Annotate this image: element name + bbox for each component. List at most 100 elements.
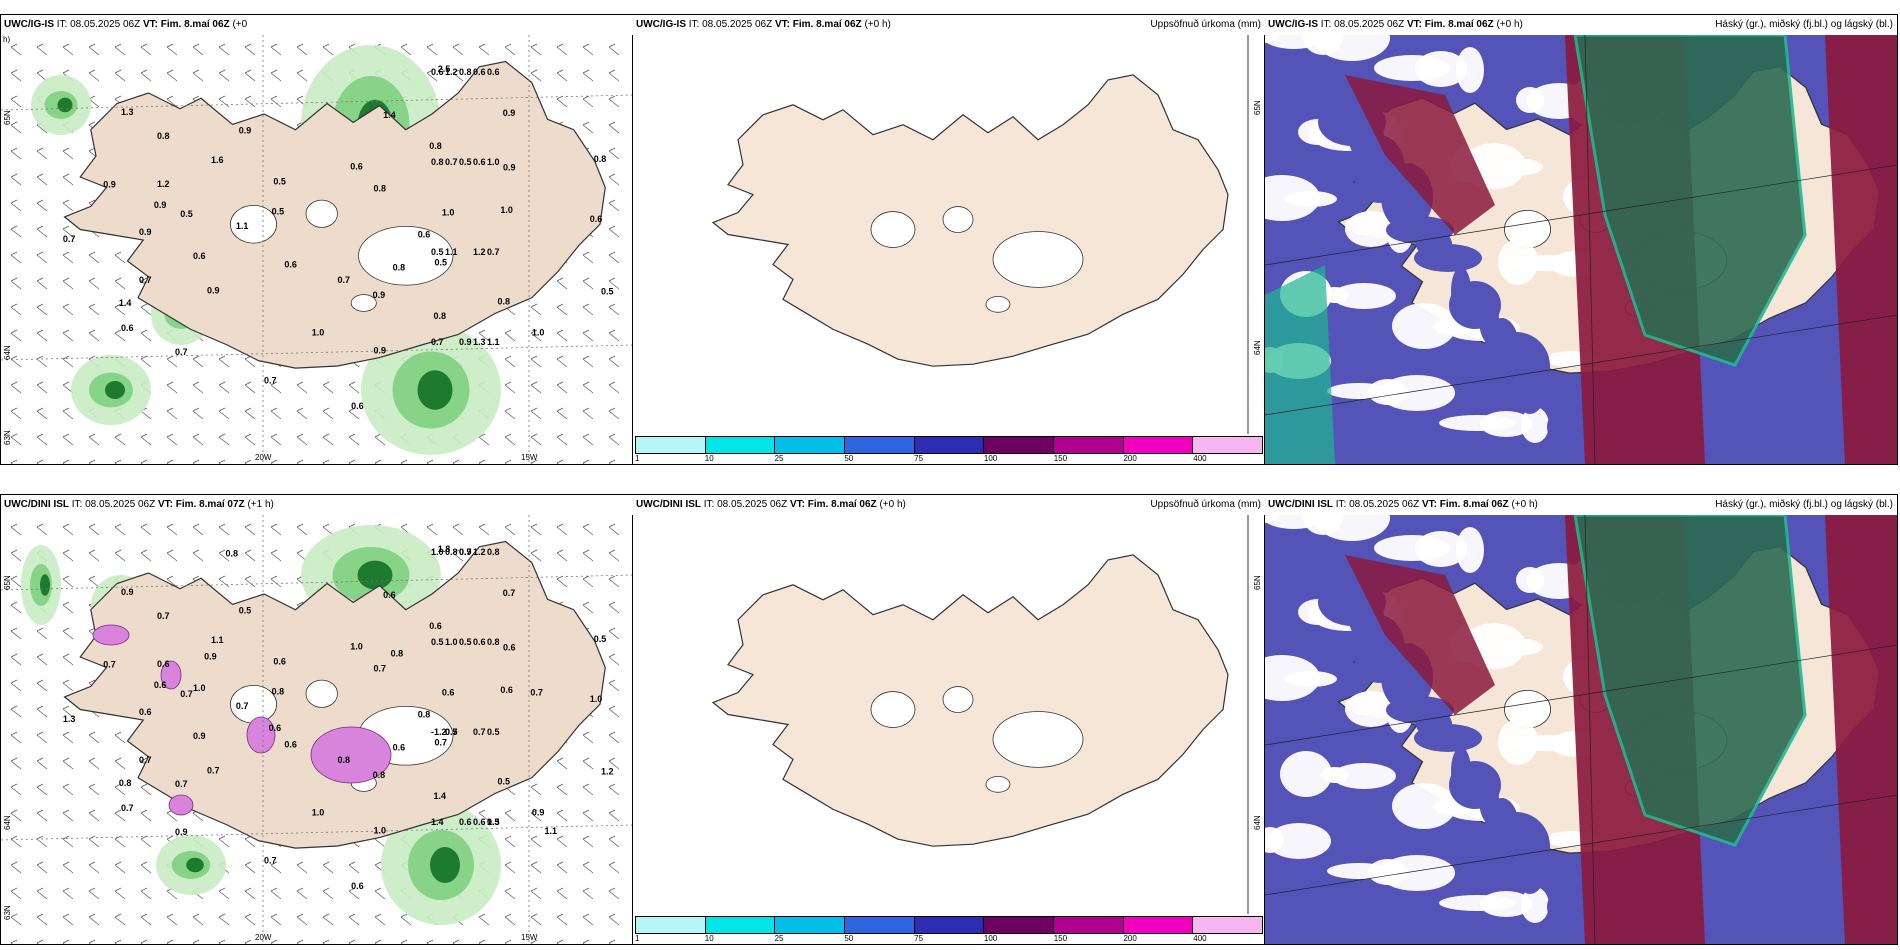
wind-barb (36, 523, 48, 536)
precip-value-label: 0.5 (434, 258, 447, 268)
wind-barb (608, 69, 620, 82)
valid-time: Fim. 8.maí 07Z (175, 499, 245, 510)
panel-field-title: Uppsöfnuð úrkoma (mm) (1150, 499, 1261, 510)
valid-time-label: VT: (1406, 19, 1422, 30)
panel-precip-wind-dini: UWC/DINI ISL IT: 08.05.2025 06Z VT: Fim.… (0, 494, 634, 945)
precip-value-label: 0.6 (351, 401, 364, 411)
colorbar-tick: 400 (1193, 454, 1207, 463)
wind-barb (62, 835, 74, 848)
wind-barb (62, 355, 74, 368)
colorbar-tick: 25 (774, 934, 784, 943)
precip-value-label: 0.6 (139, 707, 152, 717)
wind-barb (322, 381, 334, 394)
wind-barb (582, 251, 594, 264)
wind-barb (582, 783, 594, 796)
wind-barb (140, 303, 152, 316)
wind-barb (530, 861, 542, 874)
wind-barb (62, 303, 74, 316)
wind-barb (270, 95, 282, 108)
wind-barb (504, 407, 516, 420)
accum-precip-map (633, 35, 1265, 434)
model-name: UWC/DINI ISL (636, 499, 701, 510)
wind-barb (296, 861, 308, 874)
wind-barb (530, 43, 542, 56)
wind-barb (374, 459, 382, 464)
wind-barb (62, 251, 74, 264)
wind-barb (270, 549, 282, 562)
glacier (870, 211, 916, 248)
wind-barb (218, 459, 226, 464)
wind-barb (608, 199, 620, 212)
precip-value-label: 0.6 (284, 259, 297, 269)
wind-barb (10, 407, 22, 420)
wind-barb (62, 199, 74, 212)
wind-barb (114, 861, 126, 874)
wind-barb (218, 355, 230, 368)
wind-barb (166, 913, 178, 926)
colorbar-segment (1123, 917, 1194, 933)
colorbar-tick: 200 (1123, 934, 1137, 943)
wind-barb (504, 913, 516, 926)
precip-value-label: 0.7 (121, 803, 134, 813)
precip-value-label: 0.5 (445, 727, 458, 737)
precip-value-label: 0.8 (391, 649, 404, 659)
wind-barb (556, 783, 568, 796)
wind-barb (270, 939, 278, 944)
wind-barb (270, 381, 282, 394)
wind-barb (88, 43, 100, 56)
precip-value-label: 1.0 (312, 327, 325, 337)
wind-barb (192, 43, 204, 56)
wind-barb (530, 939, 538, 944)
precip-value-label: 0.7 (374, 664, 387, 674)
wind-barb (10, 705, 22, 718)
panel-accum-precip-ig-is: UWC/IG-IS IT: 08.05.2025 06Z VT: Fim. 8.… (632, 14, 1266, 465)
panel-field-title: Háský (gr.), miðský (fj.bl.) og lágský (… (1715, 19, 1893, 30)
wind-barb (88, 861, 100, 874)
wind-barb (36, 757, 48, 770)
precip-value-label: 0.7 (175, 779, 188, 789)
glacier (350, 294, 377, 312)
precip-value-label: 0.7 (337, 275, 350, 285)
wind-barb (556, 757, 568, 770)
wind-barb (244, 887, 256, 900)
glacier (985, 295, 1011, 313)
wind-barb (582, 433, 594, 446)
wind-barb (348, 433, 360, 446)
wind-barb (166, 355, 178, 368)
low-cloud-area (1547, 413, 1567, 441)
wind-barb (10, 601, 22, 614)
colorbar-segment (914, 437, 985, 453)
wind-barb (62, 653, 74, 666)
precip-value-label: 0.6 (273, 656, 286, 666)
wind-barb (10, 303, 22, 316)
wind-barb (166, 549, 178, 562)
wind-barb (218, 575, 230, 588)
wind-barb (36, 381, 48, 394)
wind-barb (556, 303, 568, 316)
clear-sky-patch (1456, 527, 1484, 573)
wind-barb (530, 329, 542, 342)
panel-header: UWC/DINI ISL IT: 08.05.2025 06Z VT: Fim.… (1, 495, 633, 515)
precip-value-label: 0.5 (498, 776, 511, 786)
wind-barb (140, 43, 152, 56)
precip-value-label: 1.0 (350, 641, 363, 651)
wind-barb (426, 69, 438, 82)
wind-barb (348, 459, 356, 464)
wind-barb (10, 679, 22, 692)
wind-barb (504, 835, 516, 848)
precip-value-label: 0.6 (473, 67, 486, 77)
precip-value-label: 0.9 (374, 345, 387, 355)
snow-area (160, 660, 182, 690)
wind-barb (608, 575, 620, 588)
clear-sky-patch (1379, 855, 1455, 891)
precip-value-label: 0.9 (503, 163, 516, 173)
wind-barb (218, 407, 230, 420)
model-name: UWC/IG-IS (4, 19, 54, 30)
colorbar-tick: 200 (1123, 454, 1137, 463)
wind-barb (556, 407, 568, 420)
init-time: IT: 08.05.2025 06Z (1320, 19, 1405, 30)
wind-barb (62, 43, 74, 56)
clear-sky-patch (1521, 407, 1549, 443)
precip-value-label: 1.3 (63, 714, 76, 724)
wind-barb (62, 731, 74, 744)
